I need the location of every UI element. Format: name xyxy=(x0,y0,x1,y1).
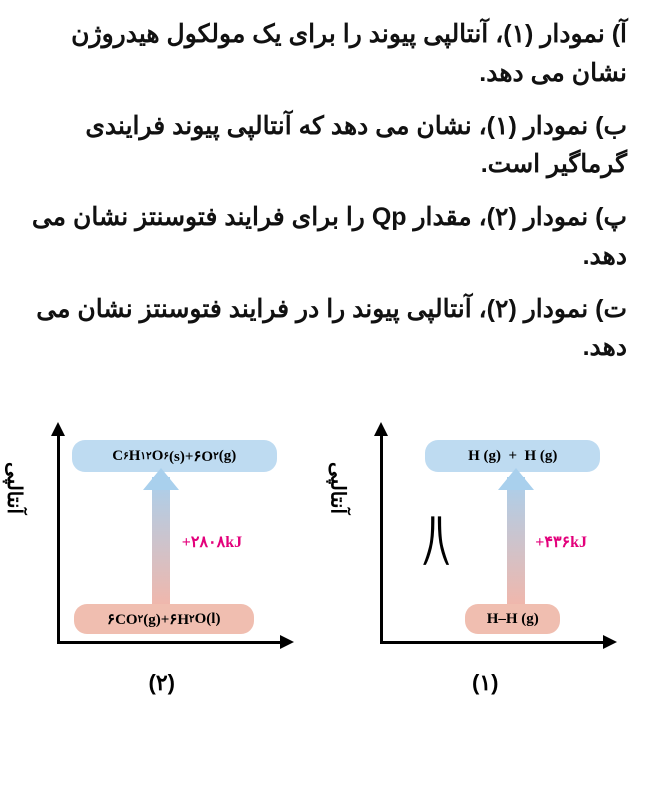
chart-2-x-axis xyxy=(57,641,282,644)
chart-1-bot-box: H–H (g) xyxy=(465,604,560,634)
chart-2-arrow xyxy=(152,477,170,605)
chart-1-x-axis xyxy=(380,641,605,644)
chart-2-arrow-head xyxy=(143,468,179,490)
chart-1-curl2: ⎠ xyxy=(435,518,452,566)
option-t: ت) نمودار (۲)، آنتالپی پیوند را در فراین… xyxy=(20,290,627,368)
chart-1-delta: +۴۳۶kJ xyxy=(535,532,587,552)
chart-2-wrapper: آنتالپی C۶H۱۲O۶(s)+۶O۲(g) +۲۸۰۸kJ ۶CO۲(g… xyxy=(32,422,292,696)
option-a: آ) نمودار (۱)، آنتالپی پیوند را برای یک … xyxy=(20,15,627,93)
chart-1-label: (۱) xyxy=(355,670,615,696)
chart-1-ylabel: آنتالپی xyxy=(325,462,349,514)
diagrams-container: آنتالپی H (g) + H (g) ⎠ ⎠ +۴۳۶kJ H–H (g)… xyxy=(20,422,627,696)
chart-1: آنتالپی H (g) + H (g) ⎠ ⎠ +۴۳۶kJ H–H (g) xyxy=(355,422,615,662)
chart-2-label: (۲) xyxy=(32,670,292,696)
chart-2: آنتالپی C۶H۱۲O۶(s)+۶O۲(g) +۲۸۰۸kJ ۶CO۲(g… xyxy=(32,422,292,662)
chart-2-delta: +۲۸۰۸kJ xyxy=(182,532,242,552)
chart-2-y-axis xyxy=(57,434,60,644)
chart-2-bot-box: ۶CO۲(g)+۶H۲O(l) xyxy=(74,604,254,634)
chart-2-ylabel: آنتالپی xyxy=(2,462,26,514)
chart-1-arrow xyxy=(507,477,525,605)
option-b: ب) نمودار (۱)، نشان می دهد که آنتالپی پی… xyxy=(20,107,627,185)
chart-1-y-axis xyxy=(380,434,383,644)
chart-1-arrow-head xyxy=(498,468,534,490)
option-p: پ) نمودار (۲)، مقدار Qp را برای فرایند ف… xyxy=(20,198,627,276)
chart-1-wrapper: آنتالپی H (g) + H (g) ⎠ ⎠ +۴۳۶kJ H–H (g)… xyxy=(355,422,615,696)
